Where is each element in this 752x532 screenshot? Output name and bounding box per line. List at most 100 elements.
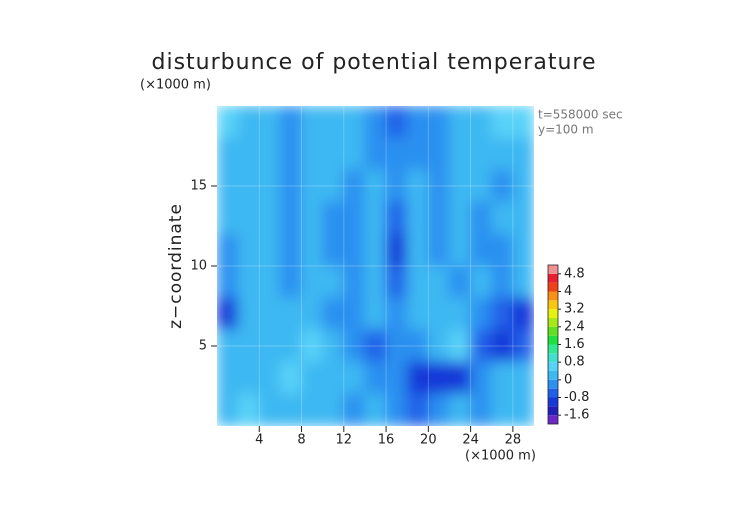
cell	[470, 137, 493, 171]
cell	[385, 361, 408, 395]
cell	[322, 201, 345, 235]
cell	[448, 169, 472, 203]
cell	[343, 297, 366, 331]
cell	[258, 329, 281, 363]
cell	[470, 361, 493, 395]
cell	[343, 201, 366, 235]
cell	[512, 265, 534, 299]
cell	[279, 297, 303, 331]
cell	[406, 137, 429, 171]
cell	[279, 106, 303, 139]
cell	[512, 329, 534, 363]
cell	[279, 393, 303, 426]
cell	[491, 201, 514, 235]
cell	[427, 233, 450, 267]
cell	[364, 329, 387, 363]
colorbar-swatch	[548, 371, 558, 380]
cell	[470, 393, 493, 426]
cell	[491, 137, 514, 171]
cell	[448, 137, 472, 171]
colorbar-swatch	[548, 265, 558, 274]
cell	[343, 169, 366, 203]
cell	[258, 297, 281, 331]
cell	[470, 329, 493, 363]
cell	[385, 233, 408, 267]
y-tick-label: 10	[190, 259, 207, 274]
cell	[258, 393, 281, 426]
cell	[491, 393, 514, 426]
cell	[406, 329, 429, 363]
cell	[448, 297, 472, 331]
cell	[237, 169, 260, 203]
cell	[322, 393, 345, 426]
cell	[301, 169, 324, 203]
colorbar-swatch	[548, 318, 558, 327]
cell	[491, 361, 514, 395]
colorbar-label: -1.6	[564, 408, 589, 423]
cell	[279, 265, 303, 299]
cell	[364, 106, 387, 139]
cell	[217, 361, 239, 395]
cell	[237, 361, 260, 395]
cell	[491, 265, 514, 299]
colorbar-label: 1.6	[564, 337, 585, 352]
colorbar-swatch	[548, 344, 558, 354]
cell	[322, 169, 345, 203]
cell	[427, 329, 450, 363]
cell	[512, 361, 534, 395]
colorbar-label: 3.2	[564, 302, 585, 317]
y-tick-label: 15	[190, 179, 207, 194]
cells	[217, 106, 534, 426]
colorbar-label: 4.8	[564, 266, 585, 281]
cell	[406, 106, 429, 139]
cell	[364, 233, 387, 267]
cell	[322, 233, 345, 267]
colorbar-swatch	[548, 397, 558, 407]
colorbar-label: 4	[564, 284, 572, 299]
cell	[385, 393, 408, 426]
colorbar-swatch	[548, 379, 558, 389]
cell	[301, 201, 324, 235]
cell	[322, 137, 345, 171]
cell	[364, 169, 387, 203]
cell	[217, 265, 239, 299]
cell	[343, 265, 366, 299]
cell	[237, 201, 260, 235]
cell	[406, 201, 429, 235]
cell	[427, 106, 450, 139]
cell	[237, 265, 260, 299]
cell	[279, 233, 303, 267]
cell	[364, 393, 387, 426]
cell	[343, 329, 366, 363]
colorbar-swatch	[548, 291, 558, 301]
cell	[322, 265, 345, 299]
cell	[343, 361, 366, 395]
cell	[448, 265, 472, 299]
cell	[385, 201, 408, 235]
cell	[301, 329, 324, 363]
cell	[237, 106, 260, 139]
cell	[258, 265, 281, 299]
cell	[301, 106, 324, 139]
cell	[512, 137, 534, 171]
cell	[322, 297, 345, 331]
cell	[406, 169, 429, 203]
cell	[301, 265, 324, 299]
cell	[427, 137, 450, 171]
x-tick-label: 24	[462, 433, 479, 448]
cell	[491, 169, 514, 203]
cell	[385, 297, 408, 331]
colorbar-label: -0.8	[564, 390, 589, 405]
cell	[258, 106, 281, 139]
x-tick-label: 16	[378, 433, 395, 448]
cell	[448, 329, 472, 363]
cell	[512, 169, 534, 203]
cell	[448, 361, 472, 395]
cell	[448, 106, 472, 139]
colorbar-swatch	[548, 309, 558, 318]
cell	[491, 233, 514, 267]
cell	[385, 137, 408, 171]
x-tick-label: 28	[505, 433, 522, 448]
colorbar-swatch	[548, 300, 558, 310]
cell	[217, 233, 239, 267]
